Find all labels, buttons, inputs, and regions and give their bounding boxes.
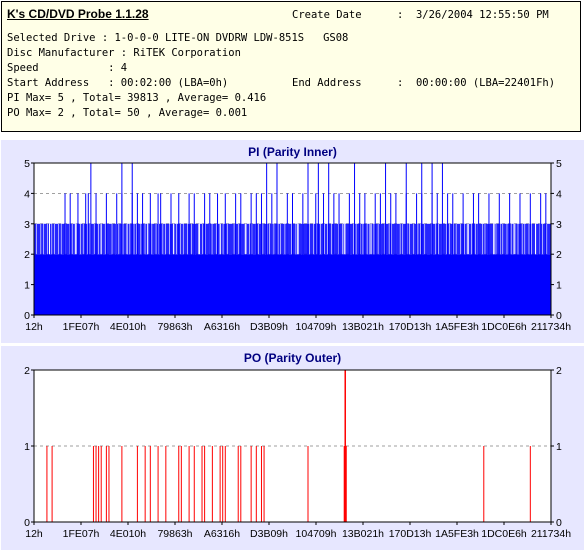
- chart-title: PI (Parity Inner): [248, 145, 337, 159]
- selected-drive: Selected Drive : 1-0-0-0 LITE-ON DVDRW L…: [7, 32, 349, 44]
- x-tick-label: D3B09h: [250, 528, 288, 540]
- y-tick-right: 0: [556, 517, 562, 529]
- disc-info-panel: K's CD/DVD Probe 1.1.28 Create Date : 3/…: [1, 1, 581, 132]
- create-date-value: : 3/26/2004 12:55:50 PM: [397, 9, 549, 21]
- y-tick-left: 0: [24, 517, 30, 529]
- y-tick-right: 1: [556, 280, 562, 292]
- x-tick-label: 4E010h: [110, 528, 146, 540]
- y-tick-left: 1: [24, 280, 30, 292]
- x-tick-label: 12h: [25, 321, 43, 333]
- x-tick-label: 104709h: [296, 528, 337, 540]
- y-tick-right: 3: [556, 219, 562, 231]
- y-tick-left: 2: [24, 365, 30, 377]
- x-tick-label: D3B09h: [250, 321, 288, 333]
- speed: Speed : 4: [7, 62, 128, 74]
- x-tick-label: 1A5FE3h: [435, 528, 479, 540]
- y-tick-left: 3: [24, 219, 30, 231]
- x-tick-label: 170D13h: [389, 528, 432, 540]
- end-address-label: End Address: [292, 77, 362, 89]
- create-date-label: Create Date: [292, 9, 362, 21]
- y-tick-left: 4: [24, 188, 30, 200]
- bars: [46, 370, 531, 522]
- y-tick-right: 5: [556, 158, 562, 170]
- x-tick-label: A6316h: [204, 528, 240, 540]
- pi-chart-panel: PI (Parity Inner) 0 0 1 1 2 2 3 3 4 4 5 5 12h 1FE07h 4E…: [1, 140, 584, 343]
- x-tick-label: A6316h: [204, 321, 240, 333]
- x-tick-label: 1FE07h: [63, 528, 100, 540]
- x-tick-label: 1FE07h: [63, 321, 100, 333]
- y-tick-right: 2: [556, 365, 562, 377]
- x-tick-label: 79863h: [157, 321, 192, 333]
- y-tick-right: 1: [556, 441, 562, 453]
- chart-title: PO (Parity Outer): [244, 351, 341, 365]
- plot-border: [33, 369, 552, 523]
- pi-chart: PI (Parity Inner) 0 0 1 1 2 2 3 3 4 4 5 5 12h 1FE07h 4E…: [24, 145, 571, 333]
- pi-summary: PI Max= 5 , Total= 39813 , Average= 0.41…: [7, 92, 267, 104]
- po-chart: PO (Parity Outer) 0 0 1 1 2 2 12h 1FE07h 4E010h 79…: [24, 351, 571, 540]
- x-tick-label: 12h: [25, 528, 43, 540]
- y-tick-right: 0: [556, 310, 562, 322]
- plot-border: [33, 162, 552, 316]
- x-tick-label: 13B021h: [342, 321, 384, 333]
- disc-manufacturer: Disc Manufacturer : RiTEK Corporation: [7, 47, 241, 59]
- x-tick-label: 13B021h: [342, 528, 384, 540]
- x-tick-label: 211734h: [531, 528, 571, 540]
- y-tick-left: 1: [24, 441, 30, 453]
- bars: [33, 163, 551, 315]
- x-tick-label: 1A5FE3h: [435, 321, 479, 333]
- po-chart-panel: PO (Parity Outer) 0 0 1 1 2 2 12h 1FE07h 4E010h 79…: [1, 346, 584, 550]
- y-tick-left: 2: [24, 249, 30, 261]
- y-tick-right: 4: [556, 188, 562, 200]
- start-address: Start Address : 00:02:00 (LBA=0h): [7, 77, 229, 89]
- x-tick-label: 4E010h: [110, 321, 146, 333]
- x-tick-label: 79863h: [157, 528, 192, 540]
- x-tick-label: 170D13h: [389, 321, 432, 333]
- po-summary: PO Max= 2 , Total= 50 , Average= 0.001: [7, 107, 248, 119]
- app-title: K's CD/DVD Probe 1.1.28: [7, 7, 149, 21]
- x-tick-label: 211734h: [531, 321, 571, 333]
- y-tick-left: 0: [24, 310, 30, 322]
- end-address-value: : 00:00:00 (LBA=22401Fh): [397, 77, 556, 89]
- x-tick-label: 104709h: [296, 321, 337, 333]
- x-tick-label: 1DC0E6h: [481, 321, 527, 333]
- y-tick-left: 5: [24, 158, 30, 170]
- y-tick-right: 2: [556, 249, 562, 261]
- x-tick-label: 1DC0E6h: [481, 528, 527, 540]
